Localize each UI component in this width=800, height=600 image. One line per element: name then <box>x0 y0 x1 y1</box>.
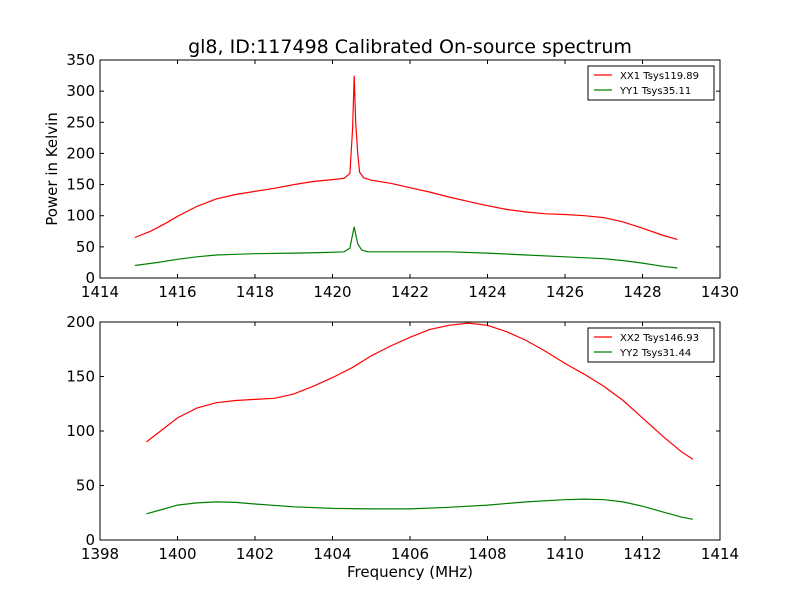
series-line-xx2 <box>146 322 694 460</box>
series-line-xx1 <box>134 75 678 240</box>
x-tick-label: 1426 <box>546 283 584 301</box>
legend-entry: YY1 Tsys35.11 <box>619 86 691 97</box>
y-tick-label: 100 <box>66 422 95 440</box>
legend: XX2 Tsys146.93 YY2 Tsys31.44 <box>587 327 715 363</box>
x-axis-label: Frequency (MHz) <box>347 563 473 581</box>
y-axis-label: Power in Kelvin <box>43 112 61 226</box>
chart-title: gl8, ID:117498 Calibrated On-source spec… <box>188 36 632 58</box>
y-tick-label: 100 <box>66 207 95 225</box>
y-tick-label: 300 <box>66 82 95 100</box>
series-line-yy1 <box>134 226 678 269</box>
x-tick-label: 1404 <box>313 545 351 563</box>
x-tick-label: 1400 <box>158 545 196 563</box>
x-tick-label: 1428 <box>623 283 661 301</box>
x-tick-label: 1416 <box>158 283 196 301</box>
y-tick-label: 150 <box>66 368 95 386</box>
x-tick-label: 1430 <box>701 283 739 301</box>
y-tick-label: 150 <box>66 176 95 194</box>
x-tick-label: 1402 <box>236 545 274 563</box>
legend-entry: XX1 Tsys119.89 <box>620 71 699 82</box>
x-tick-label: 1398 <box>81 545 119 563</box>
x-tick-label: 1418 <box>236 283 274 301</box>
y-tick-label: 50 <box>76 238 95 256</box>
legend: XX1 Tsys119.89 YY1 Tsys35.11 <box>587 65 715 101</box>
x-tick-label: 1408 <box>468 545 506 563</box>
x-tick-label: 1406 <box>391 545 429 563</box>
x-tick-label: 1422 <box>391 283 429 301</box>
y-tick-label: 0 <box>85 531 95 549</box>
series-line-yy2 <box>146 498 694 520</box>
x-tick-label: 1420 <box>313 283 351 301</box>
y-tick-label: 350 <box>66 51 95 69</box>
y-tick-label: 200 <box>66 144 95 162</box>
legend-entry: XX2 Tsys146.93 <box>620 333 699 344</box>
top-plot: 1414 1416 1418 1420 1422 1424 1426 1428 1430 0 50 1… <box>66 51 739 301</box>
x-tick-label: 1410 <box>546 545 584 563</box>
x-tick-label: 1424 <box>468 283 506 301</box>
y-tick-label: 0 <box>85 269 95 287</box>
y-tick-label: 250 <box>66 113 95 131</box>
bottom-plot: 1398 1400 1402 1404 1406 1408 1410 1412 1414 0 50 1… <box>66 313 739 563</box>
x-tick-label: 1412 <box>623 545 661 563</box>
x-tick-label: 1414 <box>701 545 739 563</box>
legend-box <box>587 65 715 101</box>
x-tick-label: 1414 <box>81 283 119 301</box>
y-tick-label: 50 <box>76 477 95 495</box>
legend-entry: YY2 Tsys31.44 <box>619 348 691 359</box>
legend-box <box>587 327 715 363</box>
y-tick-label: 200 <box>66 313 95 331</box>
